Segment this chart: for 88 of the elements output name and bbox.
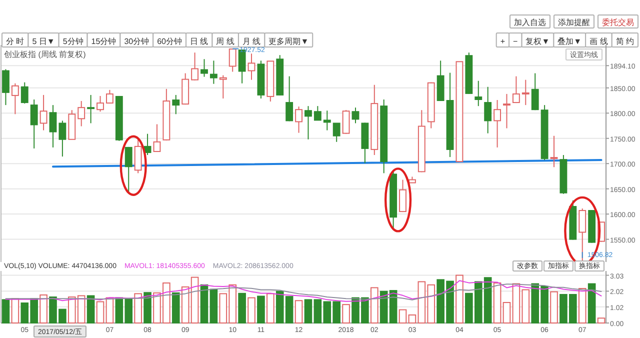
bar xyxy=(588,283,596,324)
candlestick xyxy=(20,82,28,104)
candlestick xyxy=(342,110,350,134)
bar xyxy=(502,302,511,324)
candlestick xyxy=(58,120,66,158)
candlestick xyxy=(96,95,104,112)
bar xyxy=(456,274,464,324)
candlestick xyxy=(2,68,10,106)
bar xyxy=(408,314,416,324)
annotation: 60分钟 xyxy=(157,37,182,46)
bar xyxy=(248,297,256,324)
annotation: 5 日▼ xyxy=(32,37,55,46)
annotation: 分 时 xyxy=(6,37,24,46)
candlestick xyxy=(153,124,161,152)
candlestick xyxy=(30,99,38,149)
candlestick xyxy=(286,76,294,122)
candlestick xyxy=(323,110,331,131)
candlestick xyxy=(11,82,19,115)
text: 加入自选 xyxy=(514,18,546,27)
annotation: − xyxy=(513,37,518,46)
bar xyxy=(578,288,586,324)
bar xyxy=(294,300,303,324)
annotation: 月 线 xyxy=(242,37,261,46)
bar xyxy=(2,299,10,324)
bar xyxy=(106,297,114,324)
candlestick xyxy=(78,100,86,127)
bar xyxy=(342,304,350,324)
bar xyxy=(144,292,152,324)
bar xyxy=(86,295,95,324)
candlestick xyxy=(522,79,530,106)
candlestick xyxy=(332,122,340,142)
bar xyxy=(257,296,265,324)
bar xyxy=(190,276,199,324)
candlestick xyxy=(134,138,142,174)
candlestick xyxy=(512,76,520,104)
annotation: 15分钟 xyxy=(91,37,116,46)
candlestick xyxy=(304,106,312,140)
bar xyxy=(200,284,208,324)
candlestick xyxy=(210,60,218,84)
candlestick xyxy=(200,58,208,78)
bar xyxy=(181,286,190,324)
candlestick xyxy=(87,94,95,124)
bar xyxy=(493,282,502,324)
candlestick xyxy=(106,89,114,104)
line-series xyxy=(5,284,602,300)
candlestick xyxy=(494,100,502,148)
candlestick xyxy=(531,72,539,111)
line-series xyxy=(5,280,602,302)
candlestick xyxy=(550,135,558,168)
bar xyxy=(210,288,218,324)
bar xyxy=(304,299,312,324)
bar xyxy=(96,301,104,324)
candlestick xyxy=(191,52,199,81)
annotation: 日 线 xyxy=(190,37,208,46)
candlestick xyxy=(295,106,302,134)
candlestick xyxy=(484,86,492,134)
annotation: 30分钟 xyxy=(124,37,150,46)
text: 添加提醒 xyxy=(558,18,590,27)
candlestick xyxy=(474,80,482,107)
bar xyxy=(597,318,606,324)
annotation: 5分钟 xyxy=(62,37,84,46)
annotation: 画 线 xyxy=(590,37,608,46)
bar xyxy=(550,291,558,324)
annotation: 周 线 xyxy=(216,37,234,46)
candlestick xyxy=(172,94,180,115)
text: 简 约 xyxy=(616,37,634,46)
text: 创业板指 (周线 前复权) xyxy=(4,50,86,59)
candlestick xyxy=(124,146,132,192)
bar xyxy=(398,309,407,324)
text: 委托交易 xyxy=(602,18,634,27)
bar xyxy=(40,294,48,324)
bar xyxy=(134,293,142,324)
candlestick xyxy=(49,104,57,148)
bar xyxy=(266,293,274,324)
candlestick xyxy=(248,53,256,80)
bar xyxy=(370,287,378,324)
candlestick xyxy=(40,94,48,131)
candlestick xyxy=(503,93,510,129)
annotation: 叠加▼ xyxy=(558,37,582,46)
candlestick xyxy=(314,106,322,121)
candlestick xyxy=(219,74,227,99)
candlestick xyxy=(352,107,360,124)
annotation: 更多周期▼ xyxy=(268,37,309,46)
annotation: 复权▼ xyxy=(526,37,550,46)
candlestick xyxy=(399,179,406,213)
annotation: + xyxy=(500,37,506,46)
bar xyxy=(238,292,246,324)
bar xyxy=(172,292,180,324)
